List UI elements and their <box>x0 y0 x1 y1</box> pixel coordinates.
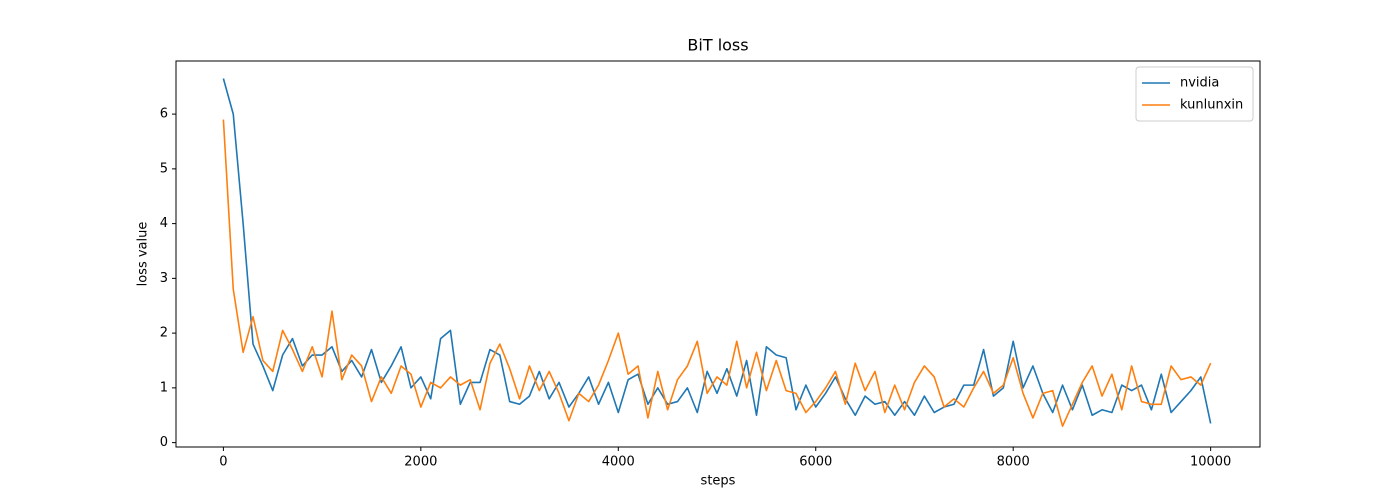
plot-frame <box>175 60 1261 448</box>
x-tick-label: 8000 <box>997 455 1030 470</box>
y-tick-label: 2 <box>160 326 168 341</box>
x-tick-label: 6000 <box>799 455 832 470</box>
x-tick-label: 2000 <box>404 455 437 470</box>
x-axis-label: steps <box>701 474 736 489</box>
legend-box <box>1135 66 1254 122</box>
legend-label: kunlunxin <box>1180 98 1243 113</box>
chart-title: BiT loss <box>687 36 748 55</box>
line <box>222 119 1212 427</box>
x-tick-label: 4000 <box>602 455 635 470</box>
y-tick-label: 4 <box>160 216 168 231</box>
x-tick-label: 10000 <box>1190 455 1231 470</box>
y-tick-label: 6 <box>160 107 168 122</box>
y-axis-label: loss value <box>136 222 151 287</box>
y-tick-label: 0 <box>160 435 168 450</box>
y-tick-label: 1 <box>160 380 168 395</box>
x-tick-label: 0 <box>219 455 227 470</box>
legend-label: nvidia <box>1180 76 1219 91</box>
y-tick-label: 5 <box>160 161 168 176</box>
y-tick-label: 3 <box>160 271 168 286</box>
line <box>222 78 1212 424</box>
